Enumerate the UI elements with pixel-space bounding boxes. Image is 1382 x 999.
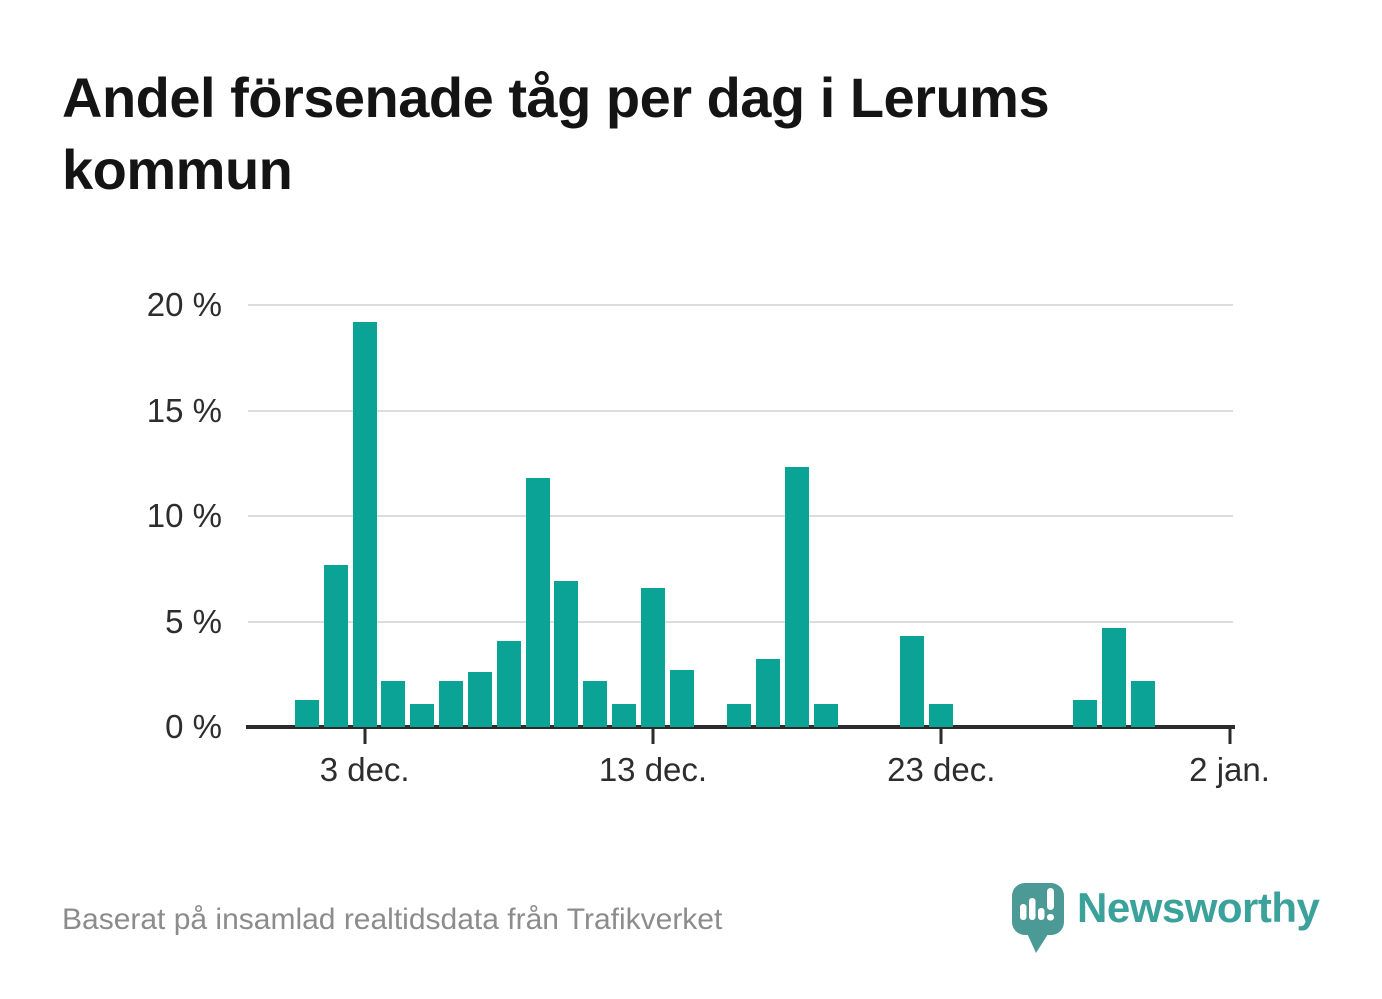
newsworthy-speech-bubble-icon (1012, 883, 1064, 953)
bar (381, 680, 406, 727)
x-tick-label: 2 jan. (1189, 751, 1270, 788)
y-tick-label: 5 % (165, 602, 222, 640)
bar (554, 581, 579, 727)
gridline (248, 515, 1233, 517)
bar (496, 640, 521, 727)
y-tick-label: 0 % (165, 708, 222, 745)
x-tick (651, 729, 655, 744)
gridline (248, 409, 1233, 412)
x-tick-label: 3 dec. (319, 751, 410, 788)
bar (640, 587, 665, 727)
bar (439, 680, 464, 727)
bar (929, 703, 954, 727)
y-tick-label: 15 % (146, 391, 222, 429)
plot-area: 3 dec. 13 dec. 23 dec. 2 jan. (246, 304, 1270, 788)
x-tick (363, 729, 367, 744)
y-axis-labels: 20 % 15 % 10 % 5 % 0 % (0, 0, 222, 999)
bar (756, 659, 781, 727)
footer-row: Baserat på insamlad realtidsdata från Tr… (62, 880, 1320, 960)
bar (323, 564, 348, 727)
bar (727, 703, 752, 727)
bar (1073, 699, 1098, 727)
bar (900, 636, 925, 727)
bar (669, 670, 694, 727)
x-axis-line (246, 725, 1235, 729)
bar (295, 699, 319, 727)
bar (583, 680, 608, 727)
newsworthy-logo: Newsworthy (1012, 883, 1320, 957)
gridline (248, 304, 1233, 306)
x-tick-label: 23 dec. (887, 751, 996, 788)
bar (612, 703, 637, 727)
bar (785, 467, 810, 727)
y-tick-label: 20 % (146, 286, 222, 323)
bar (525, 478, 550, 727)
chart-title: Andel försenade tåg per dag i Lerums kom… (62, 66, 1050, 201)
source-note: Baserat på insamlad realtidsdata från Tr… (62, 903, 723, 936)
bar (410, 703, 435, 727)
bar (1131, 680, 1156, 727)
newsworthy-wordmark: Newsworthy (1077, 884, 1320, 931)
bar (1102, 627, 1127, 727)
y-tick-label: 10 % (146, 497, 222, 534)
x-tick (1228, 729, 1232, 744)
gridline (248, 620, 1233, 623)
bar (352, 321, 377, 727)
bar (813, 703, 838, 727)
bar (467, 672, 492, 727)
x-tick-label: 13 dec. (598, 751, 708, 788)
x-tick (939, 729, 943, 744)
